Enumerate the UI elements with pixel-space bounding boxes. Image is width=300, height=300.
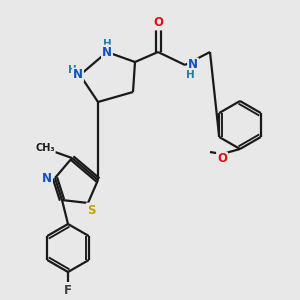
Text: O: O (217, 152, 227, 166)
Text: F: F (64, 284, 72, 296)
Text: H: H (186, 70, 194, 80)
Text: N: N (188, 58, 198, 71)
Text: H: H (103, 39, 111, 49)
Text: N: N (42, 172, 52, 184)
Text: S: S (87, 203, 95, 217)
Text: CH₃: CH₃ (35, 143, 55, 153)
Text: O: O (153, 16, 163, 29)
Text: H: H (68, 65, 76, 75)
Text: N: N (73, 68, 83, 82)
Text: N: N (102, 46, 112, 59)
